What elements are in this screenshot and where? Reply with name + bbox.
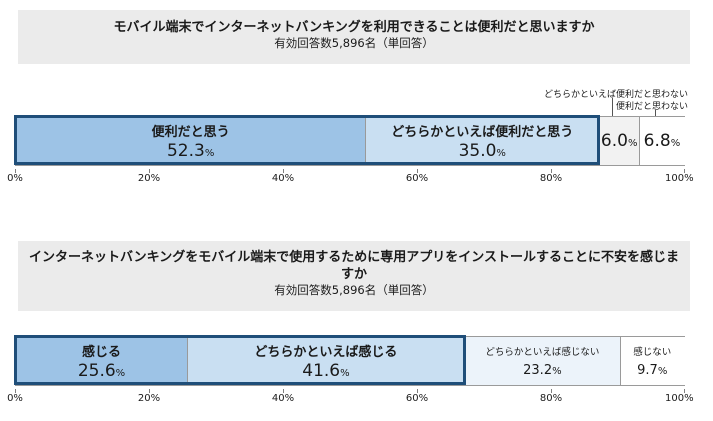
chart-2-title-box: インターネットバンキングをモバイル端末で使用するために専用アプリをインストールす… <box>18 241 690 311</box>
chart-1-x-tick <box>417 169 418 173</box>
chart-2-x-tick <box>149 389 150 393</box>
chart-1-x-tick-label: 0% <box>7 173 23 184</box>
chart-1-leader-2 <box>612 98 613 116</box>
chart-2-segment-2: どちらかといえば感じない 23.2% <box>464 337 620 385</box>
chart-1-segment-2: 6.0% <box>599 117 640 165</box>
chart-1-title-box: モバイル端末でインターネットバンキングを利用できることは便利だと思いますか 有効… <box>18 10 690 64</box>
chart-1-segment-1: どちらかといえば便利だと思う 35.0% <box>365 117 600 165</box>
chart-2-x-tick-label: 40% <box>271 393 295 404</box>
chart-1-segment-value-1: 35.0% <box>458 141 506 161</box>
chart-2-x-tick-label: 80% <box>539 393 563 404</box>
chart-1-x-tick <box>684 169 685 173</box>
chart-2-x-tick-label: 20% <box>137 393 161 404</box>
chart-1-x-tick <box>15 169 16 173</box>
chart-1-x-tick-label: 100% <box>664 173 694 184</box>
chart-1-segment-label-1: どちらかといえば便利だと思う <box>391 125 574 140</box>
chart-1-x-tick-label: 80% <box>539 173 563 184</box>
chart-2-subtitle: 有効回答数5,896名（単回答） <box>274 283 434 297</box>
chart-2-segment-value-2: 23.2% <box>523 363 562 378</box>
chart-1-divider-1 <box>365 117 367 165</box>
chart-1-title: モバイル端末でインターネットバンキングを利用できることは便利だと思いますか <box>113 20 595 35</box>
chart-2-segment-label-0: 感じる <box>81 345 121 360</box>
chart-1-x-tick-label: 20% <box>137 173 161 184</box>
chart-2-x-tick <box>283 389 284 393</box>
chart-2-title: インターネットバンキングをモバイル端末で使用するために専用アプリをインストールす… <box>28 250 679 282</box>
chart-2-segment-label-2: どちらかといえば感じない <box>485 347 600 358</box>
chart-2-x-tick-label: 100% <box>664 393 694 404</box>
chart-2-divider-2 <box>464 337 466 385</box>
chart-2-x-tick <box>684 389 685 393</box>
chart-1-subtitle: 有効回答数5,896名（単回答） <box>274 36 434 50</box>
chart-2-x-tick <box>417 389 418 393</box>
chart-1-x-tick <box>551 169 552 173</box>
chart-1-segment-label-0: 便利だと思う <box>151 125 230 140</box>
chart-2-segment-value-3: 9.7% <box>637 363 668 378</box>
chart-1-leader-3 <box>655 110 656 116</box>
chart-1-segment-3: 6.8% <box>639 117 685 165</box>
chart-1-x-axis: 0% 20% 40% 60% 80% 100% <box>7 169 694 185</box>
chart-2-segment-1: どちらかといえば感じる 41.6% <box>187 337 465 385</box>
chart-1-x-tick <box>149 169 150 173</box>
chart-2-segment-3: 感じない 9.7% <box>619 337 685 385</box>
chart-1-callout-2: どちらかといえば便利だと思わない <box>543 90 688 100</box>
chart-2-segment-0: 感じる 25.6% <box>16 337 187 385</box>
chart-2-x-tick-label: 0% <box>7 393 23 404</box>
chart-2-x-axis: 0% 20% 40% 60% 80% 100% <box>7 389 694 405</box>
chart-1-segment-value-3: 6.8% <box>643 131 681 151</box>
chart-1-segment-value-2: 6.0% <box>600 131 638 151</box>
chart-2-divider-3 <box>619 337 621 385</box>
chart-2-divider-1 <box>187 337 188 385</box>
chart-1-segment-value-0: 52.3% <box>166 141 215 161</box>
chart-2-x-tick-label: 60% <box>405 393 429 404</box>
chart-1-callout-3: 便利だと思わない <box>615 102 688 112</box>
chart-1-x-tick-label: 60% <box>405 173 429 184</box>
chart-2-segment-label-1: どちらかといえば感じる <box>254 345 398 360</box>
chart-2-x-tick <box>15 389 16 393</box>
chart-2-x-tick <box>551 389 552 393</box>
chart-1-bar: 便利だと思う 52.3% どちらかといえば便利だと思う 35.0% 6.0% 6.8% <box>14 115 685 166</box>
chart-1-segment-0: 便利だと思う 52.3% <box>16 117 366 165</box>
chart-2-segment-value-0: 25.6% <box>77 361 126 381</box>
chart-1-x-tick <box>283 169 284 173</box>
chart-2-segment-label-3: 感じない <box>633 347 672 358</box>
chart-1-divider-2 <box>599 117 601 165</box>
chart-1-x-tick-label: 40% <box>271 173 295 184</box>
chart-2-segment-value-1: 41.6% <box>302 361 350 381</box>
chart-1-divider-3 <box>639 117 641 165</box>
chart-2-bar: 感じる 25.6% どちらかといえば感じる 41.6% どちらかといえば感じない 23.2… <box>14 335 685 386</box>
